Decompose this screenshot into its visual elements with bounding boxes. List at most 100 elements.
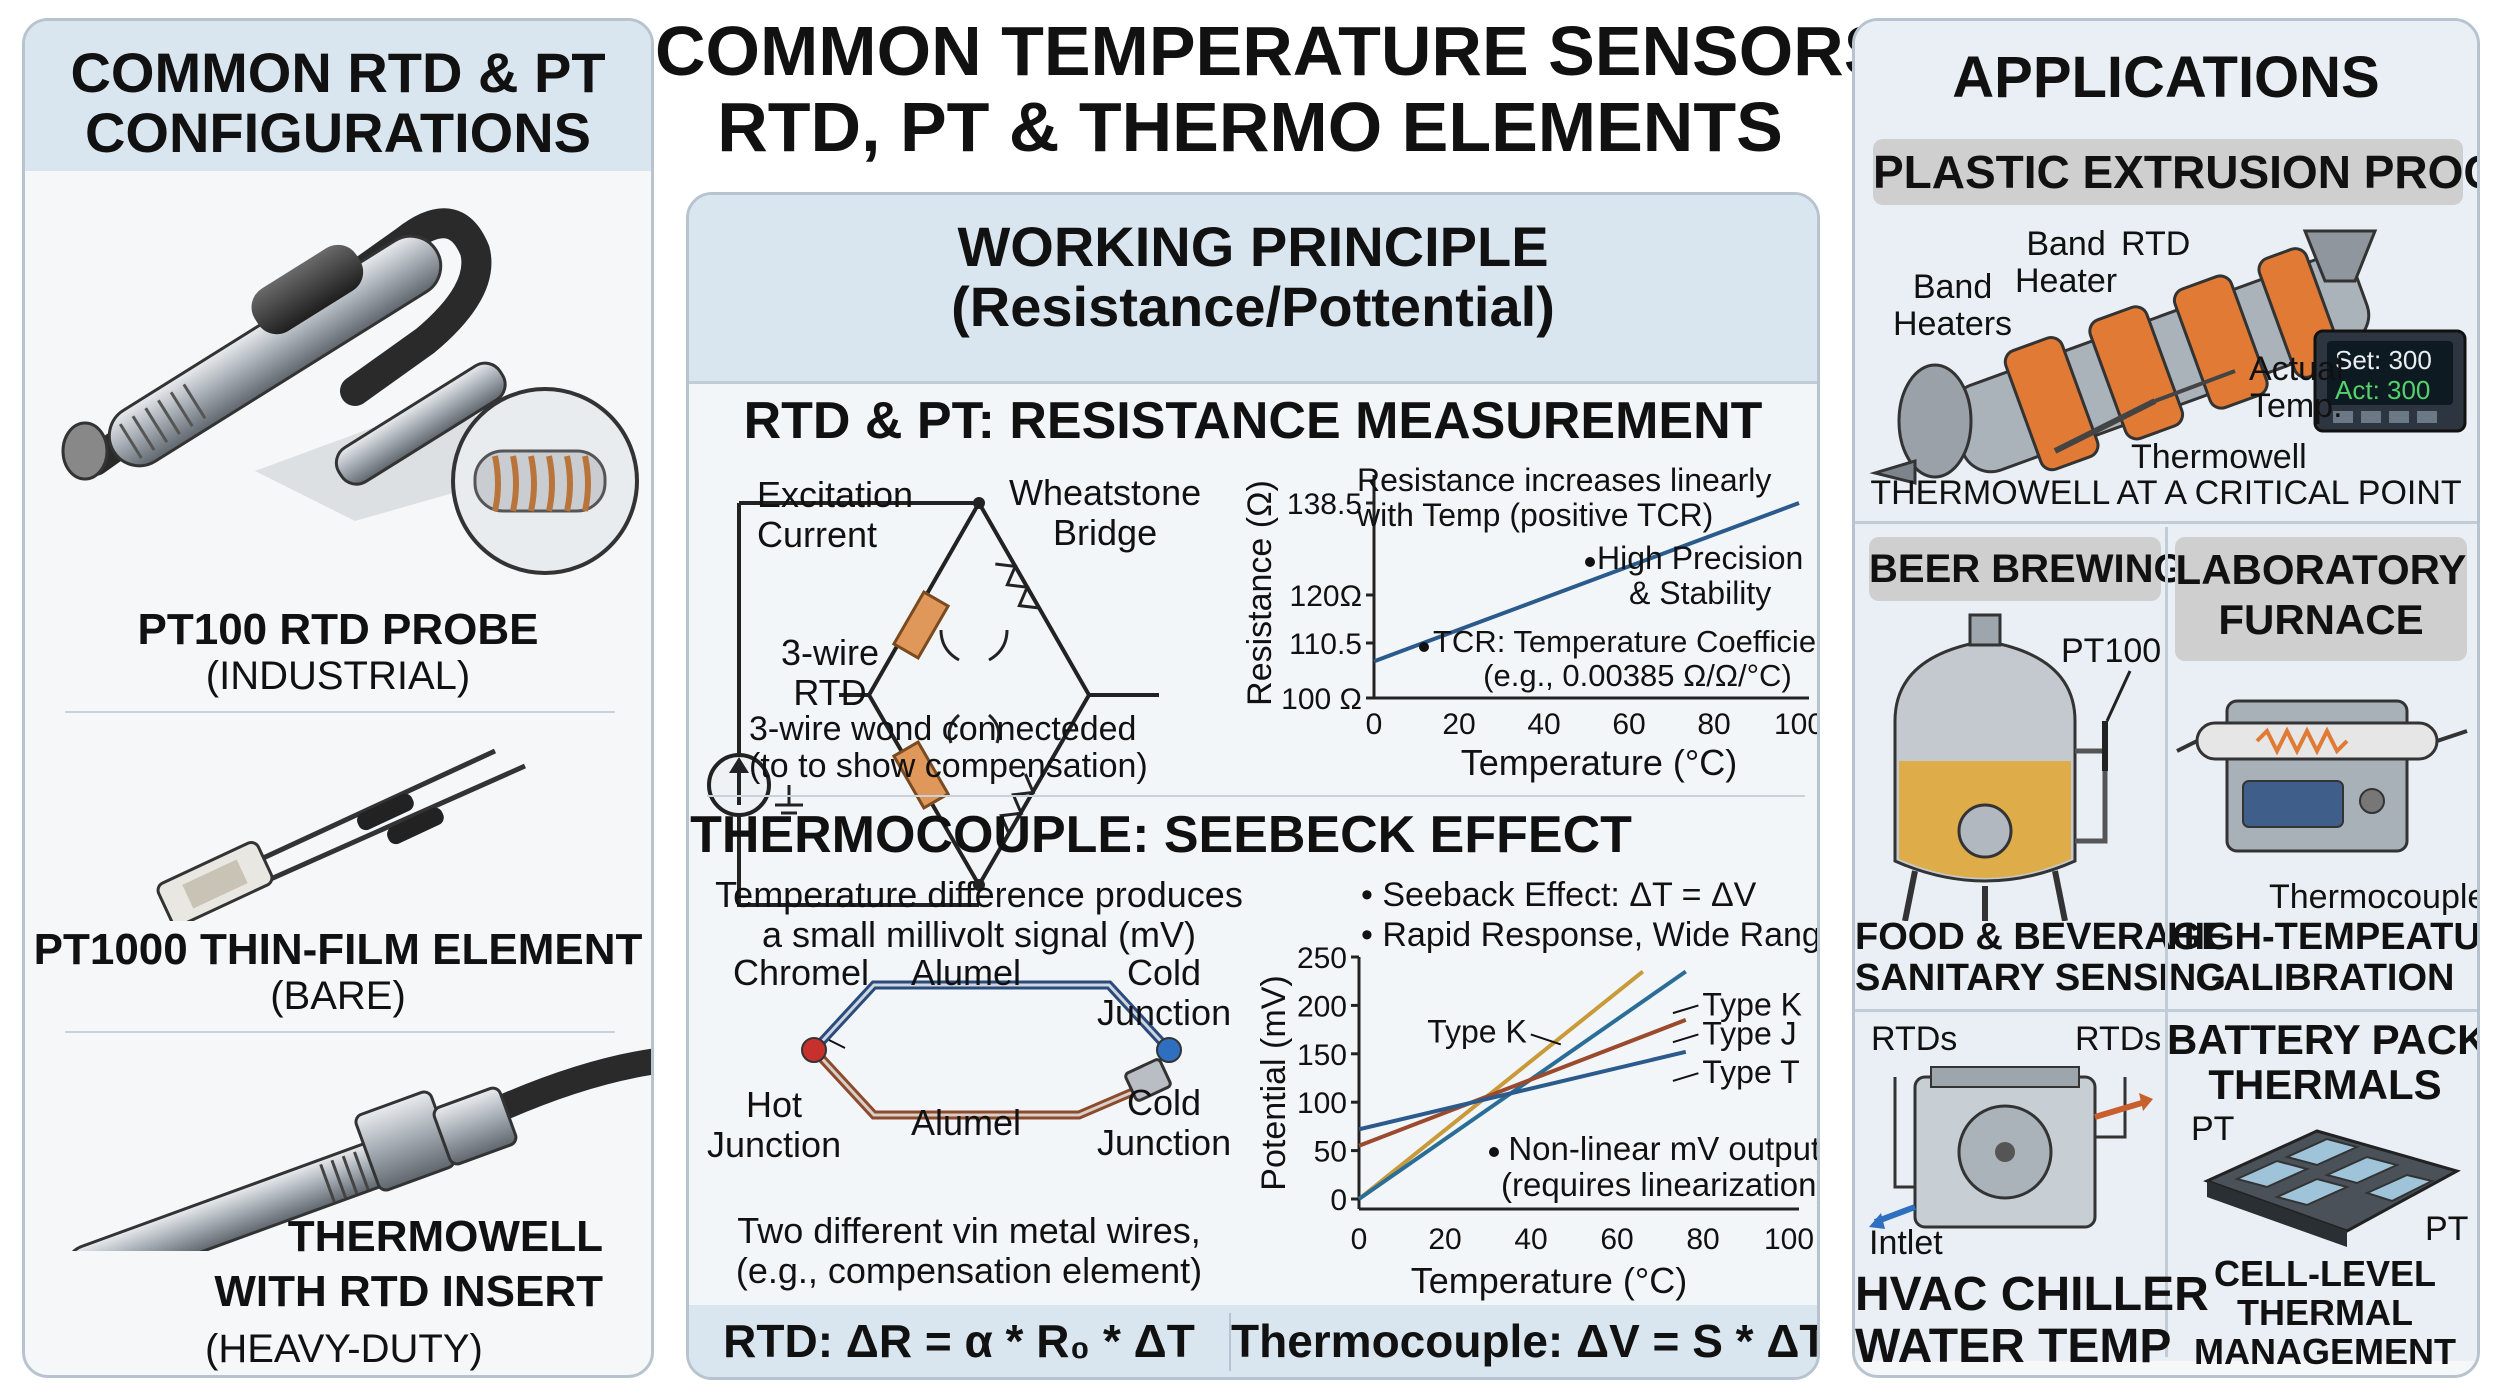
cold-junction-top-label: Cold Junction: [1097, 953, 1231, 1032]
thermowell-name-1: THERMOWELL: [287, 1212, 603, 1261]
lab-chip-1: LABORATORY: [2175, 546, 2467, 593]
tc-nonlinear-note: Non-linear mV output (requires lineariza…: [1501, 1130, 1817, 1204]
rtd-heading: RTD & PT: RESISTANCE MEASUREMENT: [743, 392, 1763, 450]
tc-caption: Two different vin metal wires, (e.g., co…: [689, 1211, 1249, 1290]
rtd-ytick-label: 120Ω: [1290, 580, 1362, 613]
main-title: COMMON TEMPERATURE SENSORS: RTD, PT & TH…: [655, 13, 1914, 166]
tc-ytick-label: 50: [1314, 1136, 1347, 1169]
thermowell-extrusion-label: Thermowell: [2131, 438, 2307, 476]
rtd-note-linear-2: with Temp (positive TCR): [1357, 497, 1714, 534]
pt1000-name: PT1000 THIN-FILM ELEMENT: [33, 925, 643, 974]
bullet-dot-2: [1419, 642, 1429, 652]
three-wire-line1: 3-wire: [781, 632, 880, 673]
right-vertical-divider: [2165, 527, 2168, 1357]
battery-pack-illustration: [2203, 1129, 2461, 1247]
hvac-chiller-illustration: [1869, 1066, 2153, 1229]
actual-temp-2: Temp.: [2249, 387, 2343, 426]
tc-ytick-label: 100: [1297, 1087, 1347, 1120]
battery-title-1: BATTERY PACK: [2167, 1016, 2480, 1063]
pt-battery-label-2: PT: [2425, 1210, 2469, 1248]
left-title-line2: CONFIGURATIONS: [84, 101, 592, 165]
seebeck-text: Seeback Effect: ΔT = ΔV: [1382, 876, 1757, 914]
beer-caption: FOOD & BEVERAGE SANITARY SENSING: [1855, 916, 2227, 1000]
hvac-caption-2: WATER TEMP: [1855, 1319, 2172, 1373]
cold-junction-bottom-label: Cold Junction: [1097, 1083, 1231, 1162]
rtd-caption-line2: (to to show compensation): [749, 747, 1148, 786]
rtd-note-precision-1: High Precision: [1597, 540, 1804, 576]
battery-caption-1: CELL-LEVEL: [2214, 1253, 2436, 1294]
center-section-divider: [707, 795, 1805, 797]
tc-ytick-label: 150: [1297, 1039, 1347, 1072]
cold-bottom-line2: Junction: [1097, 1121, 1232, 1163]
brewing-tank-illustration: [1893, 613, 2132, 921]
type-t-label: Type T: [1702, 1054, 1799, 1090]
thermocouple-diagram: [801, 980, 1182, 1120]
thermowell-caption: THERMOWELL WITH RTD INSERT: [214, 1209, 603, 1319]
tc-legend-leader: [1672, 1033, 1699, 1044]
lab-chip-2: FURNACE: [2218, 596, 2424, 644]
act-readout: Act: 300: [2335, 375, 2430, 405]
thermowell-sub: (HEAVY-DUTY): [205, 1327, 483, 1371]
bullet-dot-3: [1489, 1147, 1499, 1157]
beer-caption-1: FOOD & BEVERAGE: [1855, 916, 2227, 958]
actual-temp-1: Actual: [2249, 350, 2344, 388]
resistance-chart: 100 Ω 110.5 120Ω 138.5 0 20 40 60 80 100 Resista…: [1241, 475, 1819, 783]
bridge-label: Wheatstone Bridge: [1009, 473, 1201, 552]
left-divider-2: [65, 1031, 615, 1033]
thermocouple-furnace-label: Thermocouple: [2269, 878, 2480, 916]
rtd-note-precision: High Precision & Stability: [1597, 540, 1804, 611]
type-k-leader: [1530, 1033, 1562, 1046]
tc-xtick-label: 60: [1600, 1223, 1633, 1256]
excitation-line2: Current: [757, 513, 878, 555]
tc-xtick-label: 40: [1514, 1223, 1547, 1256]
lab-caption-1: HIGH-TEMPEATURE: [2167, 916, 2480, 958]
band-heaters-1: Band: [1912, 268, 1993, 306]
beer-brewing-chip: BEER BREWING: [1869, 537, 2185, 601]
wp-title-line2: (Resistance/Pottential): [951, 275, 1555, 339]
left-title-line1: COMMON RTD & PT: [70, 41, 606, 104]
left-panel: COMMON RTD & PT CONFIGURATIONS: [22, 18, 654, 1378]
thermowell-name-2: WITH RTD INSERT: [214, 1267, 603, 1316]
tc-caption-line2: (e.g., compensation element): [735, 1249, 1203, 1291]
battery-title-2: THERMALS: [2208, 1061, 2442, 1109]
rtd-note-tcr-1: TCR: Temperature Coefficient: [1433, 624, 1820, 659]
bullet-dot-1: [1585, 557, 1595, 567]
excitation-label: Excitation Current: [757, 475, 913, 554]
main-title-line2: RTD, PT & THERMO ELEMENTS: [717, 87, 1783, 166]
rtd-xtick-label: 80: [1697, 708, 1730, 741]
rtd-xtick-label: 60: [1612, 708, 1645, 741]
battery-caption: CELL-LEVEL THERMAL MANAGEMENT: [2167, 1253, 2477, 1372]
battery-caption-3: MANAGEMENT: [2194, 1330, 2456, 1372]
left-panel-title: COMMON RTD & PT CONFIGURATIONS: [25, 41, 651, 165]
band-heaters-label: Band Heaters: [1893, 268, 2012, 344]
hot-junction-label: Hot Junction: [707, 1085, 841, 1164]
rtd-note-linear-1: Resistance increases linearly: [1357, 462, 1772, 498]
band-heater-1: Band: [2026, 225, 2106, 263]
beer-caption-2: SANITARY SENSING: [1855, 957, 2226, 1000]
tc-xtick-label: 80: [1686, 1223, 1719, 1256]
alumel-top-label: Alumel: [911, 952, 1022, 993]
rtds-left-label: RTDs: [1871, 1020, 1958, 1058]
rtd-ytick-label: 100 Ω: [1281, 683, 1362, 716]
pt-battery-label-1: PT: [2191, 1110, 2235, 1148]
cold-top-line1: Cold: [1127, 952, 1202, 993]
right-divider-1: [1855, 521, 2477, 524]
rtd-caption: 3-wire wond connecteded (to to show comp…: [749, 710, 1148, 786]
battery-title: BATTERY PACK THERMALS: [2167, 1016, 2480, 1109]
center-panel: WORKING PRINCIPLE (Resistance/Pottential…: [686, 192, 1820, 1380]
rtd-ytick-label: 110.5: [1289, 628, 1362, 661]
plastic-extrusion-chip: PLASTIC EXTRUSION PROCESS: [1873, 139, 2477, 205]
tc-series-line: [1358, 1049, 1687, 1132]
bridge-line1: Wheatstone: [1009, 472, 1202, 513]
cold-top-line2: Junction: [1097, 991, 1232, 1033]
pt100-sub: (INDUSTRIAL): [205, 654, 471, 699]
tc-ytick-label: 0: [1330, 1184, 1347, 1217]
hot-line2: Junction: [707, 1123, 842, 1165]
rtd-xtick-label: 100: [1774, 708, 1819, 741]
tc-series-line: [1357, 969, 1645, 1201]
potential-axis-label: Potential (mV): [1255, 975, 1293, 1190]
chromel-label: Chromel: [733, 952, 870, 993]
tc-series-line: [1358, 1018, 1687, 1148]
tc-formula: Thermocouple: ΔV = S * ΔT: [1231, 1315, 1820, 1367]
